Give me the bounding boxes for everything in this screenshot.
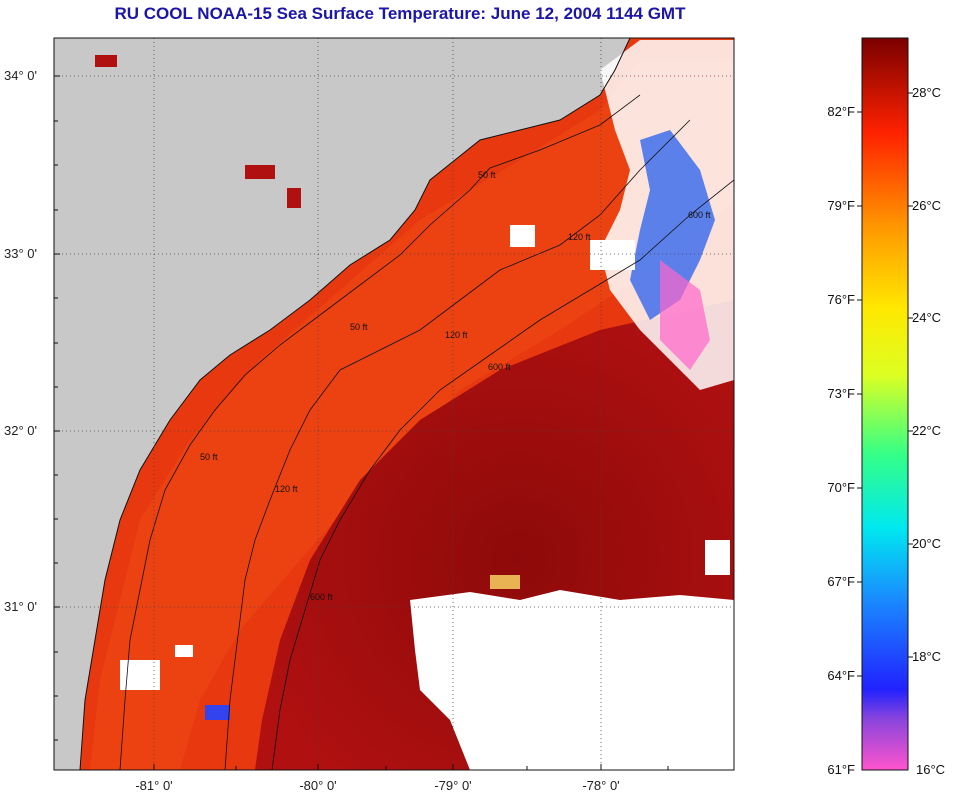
cloud-spot-2 <box>590 240 635 270</box>
cool-spot-south <box>205 705 230 720</box>
contour-label-120ft-south: 120 ft <box>275 484 298 494</box>
colorbar-c-label-22: 22°C <box>912 423 941 438</box>
contour-label-600ft-mid: 600 ft <box>488 362 511 372</box>
colorbar-f-label-73: 73°F <box>827 386 855 401</box>
colorbar-f-label-76: 76°F <box>827 292 855 307</box>
cool-patch-magenta <box>660 260 710 370</box>
contour-label-120ft-mid: 120 ft <box>445 330 468 340</box>
warm-spot <box>490 575 520 589</box>
colorbar-f-label-70: 70°F <box>827 480 855 495</box>
colorbar-f-label-61: 61°F <box>827 762 855 777</box>
cloud-spot-3 <box>120 660 160 690</box>
cool-patch-northeast <box>630 130 715 320</box>
lon-label-79: -79° 0' <box>434 778 471 793</box>
contour-label-50ft-mid: 50 ft <box>350 322 368 332</box>
cloud-spot-4 <box>175 645 193 657</box>
lon-label-80: -80° 0' <box>299 778 336 793</box>
colorbar-f-label-82: 82°F <box>827 104 855 119</box>
colorbar-c-label-28: 28°C <box>912 85 941 100</box>
colorbar-c-label-26: 26°C <box>912 198 941 213</box>
map-frame <box>53 37 735 771</box>
lake-2 <box>287 188 301 208</box>
isobath-600ft <box>271 179 734 770</box>
contour-label-600ft-north: 600 ft <box>688 210 711 220</box>
lat-label-31: 31° 0' <box>4 599 37 614</box>
colorbar-f-label-64: 64°F <box>827 668 855 683</box>
contour-label-50ft-south: 50 ft <box>200 452 218 462</box>
frame-ticks <box>54 75 669 770</box>
contour-label-600ft-south: 600 ft <box>310 592 333 602</box>
cloud-south <box>410 590 734 770</box>
colorbar-f-label-67: 67°F <box>827 574 855 589</box>
map-field <box>54 38 734 770</box>
lake-3 <box>95 55 117 67</box>
colorbar-c-label-16: 16°C <box>916 762 945 777</box>
lat-label-34: 34° 0' <box>4 68 37 83</box>
contour-label-50ft-north: 50 ft <box>478 170 496 180</box>
lon-label-81: -81° 0' <box>135 778 172 793</box>
colorbar-c-label-20: 20°C <box>912 536 941 551</box>
cloud-spot-1 <box>510 225 535 247</box>
isobath-50ft <box>119 94 641 770</box>
colorbar-ticks <box>857 92 913 677</box>
land-area <box>54 38 630 770</box>
isobath-120ft <box>224 119 691 770</box>
chart-title: RU COOL NOAA-15 Sea Surface Temperature:… <box>114 4 686 23</box>
colorbar-c-label-24: 24°C <box>912 310 941 325</box>
graticule <box>54 38 734 770</box>
colorbar <box>861 37 909 771</box>
lat-label-33: 33° 0' <box>4 246 37 261</box>
lon-label-78: -78° 0' <box>582 778 619 793</box>
cloud-spot-5 <box>705 540 730 575</box>
contour-label-120ft-north: 120 ft <box>568 232 591 242</box>
coastline <box>79 38 631 770</box>
lat-label-32: 32° 0' <box>4 423 37 438</box>
colorbar-f-label-79: 79°F <box>827 198 855 213</box>
lake-1 <box>245 165 275 179</box>
colorbar-c-label-18: 18°C <box>912 649 941 664</box>
shelf-band <box>90 60 734 770</box>
